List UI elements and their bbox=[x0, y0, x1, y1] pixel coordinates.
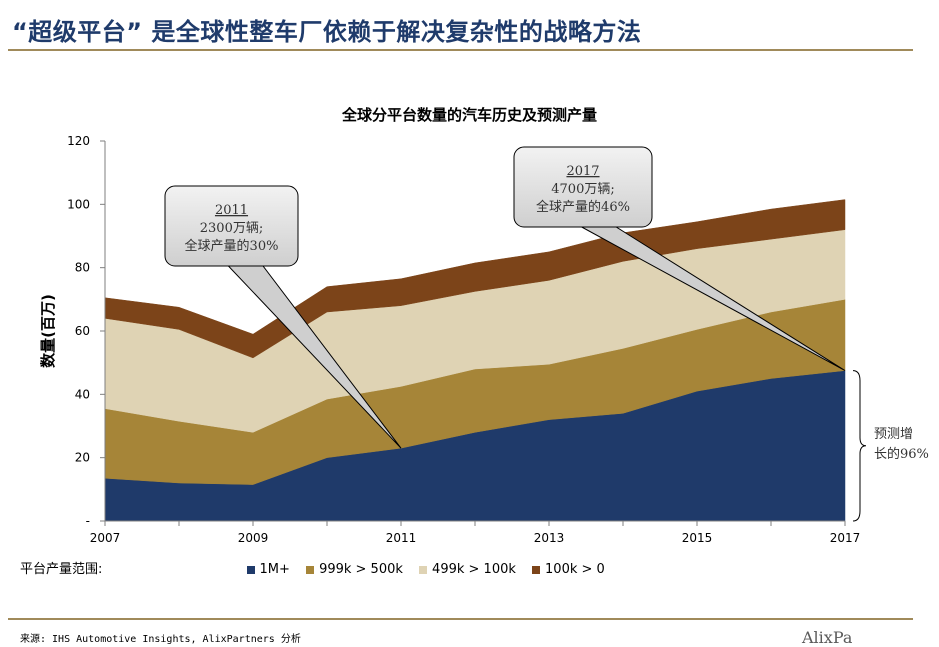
chart-title: 全球分平台数量的汽车历史及预测产量 bbox=[341, 106, 597, 124]
slide-title: “超级平台” 是全球性整车厂依赖于解决复杂性的战略方法 bbox=[12, 18, 642, 46]
y-tick-label: - bbox=[86, 514, 90, 528]
footer-divider bbox=[8, 618, 913, 620]
callout-year: 2017 bbox=[566, 164, 599, 179]
legend: 平台产量范围: 1M+ 999k > 500k 499k > 100k 100k… bbox=[20, 558, 617, 577]
x-tick-label: 2007 bbox=[90, 531, 121, 545]
callout-seam bbox=[227, 263, 261, 266]
callout-text: 全球产量的46% bbox=[536, 199, 630, 215]
callout-seam bbox=[579, 224, 612, 227]
title-divider bbox=[8, 49, 913, 51]
y-tick-label: 100 bbox=[67, 197, 90, 211]
company-logo: AlixPa bbox=[802, 628, 853, 647]
legend-text: 1M+ bbox=[259, 562, 290, 577]
y-tick-label: 80 bbox=[75, 261, 90, 275]
bracket-label: 长的96% bbox=[874, 446, 929, 462]
legend-swatch bbox=[246, 565, 255, 574]
legend-swatch bbox=[532, 565, 541, 574]
legend-item-100k: 100k > 0 bbox=[532, 562, 605, 577]
x-tick-label: 2017 bbox=[830, 531, 861, 545]
axes: - 20 40 60 80 100 120 2007 2009 2011 2013 2015 2017 数… bbox=[39, 134, 860, 545]
callout-text: 全球产量的30% bbox=[185, 238, 279, 254]
x-tick-label: 2011 bbox=[386, 531, 417, 545]
legend-item-999k: 999k > 500k bbox=[306, 562, 403, 577]
y-axis-title: 数量(百万) bbox=[39, 294, 57, 368]
callout-year: 2011 bbox=[215, 203, 248, 218]
y-tick-label: 20 bbox=[75, 451, 90, 465]
bracket-label: 预测增 bbox=[874, 427, 913, 442]
legend-item-1m: 1M+ bbox=[246, 562, 290, 577]
bracket-shape bbox=[852, 370, 867, 522]
callout-box bbox=[513, 146, 653, 228]
y-tick-label: 40 bbox=[75, 387, 90, 401]
x-tick-label: 2015 bbox=[682, 531, 713, 545]
y-tick-label: 120 bbox=[67, 134, 90, 148]
callouts: 2011 2300万辆; 全球产量的30% 2017 4700万辆; 全球产量的46% bbox=[164, 146, 846, 449]
callout-text: 4700万辆; bbox=[551, 182, 614, 197]
legend-label: 平台产量范围: bbox=[20, 562, 103, 577]
source-note: 来源: IHS Automotive Insights, AlixPartner… bbox=[20, 634, 301, 645]
stacked-area-chart: - 20 40 60 80 100 120 2007 2009 2011 2013 2015 2017 数… bbox=[39, 134, 929, 545]
legend-swatch bbox=[419, 565, 428, 574]
legend-text: 999k > 500k bbox=[319, 562, 403, 577]
y-tick-label: 60 bbox=[75, 324, 90, 338]
x-tick-label: 2009 bbox=[238, 531, 269, 545]
legend-text: 499k > 100k bbox=[432, 562, 516, 577]
legend-text: 100k > 0 bbox=[545, 562, 605, 577]
legend-item-499k: 499k > 100k bbox=[419, 562, 516, 577]
legend-swatch bbox=[306, 565, 315, 574]
x-tick-label: 2013 bbox=[534, 531, 565, 545]
callout-text: 2300万辆; bbox=[200, 221, 263, 236]
callout-box bbox=[164, 185, 299, 267]
